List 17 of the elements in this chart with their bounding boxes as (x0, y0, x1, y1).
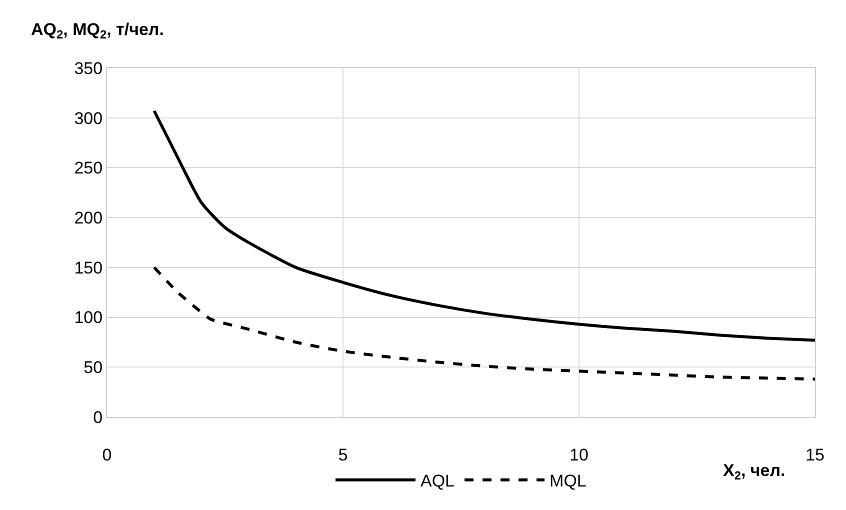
y-tick-label: 350 (74, 58, 103, 78)
x-axis-title: X$_{2}$, чел. (723, 461, 786, 483)
y-tick-label: 200 (74, 208, 103, 228)
y-axis-title: AQ$_{2}$, MQ$_{2}$, т/чел. (31, 20, 164, 42)
y-tick-label: 50 (84, 358, 103, 378)
legend-label: AQL (420, 472, 455, 491)
line-series (152, 266, 815, 381)
y-tick-label: 100 (74, 308, 103, 328)
x-tick-label: 5 (338, 445, 348, 464)
x-tick-label: 10 (570, 445, 588, 464)
y-tick-label: 150 (74, 258, 103, 278)
legend-label: MQL (550, 472, 586, 491)
y-tick-label: 300 (74, 108, 103, 128)
x-tick-label: 15 (806, 445, 824, 464)
y-tick-label: 0 (93, 408, 103, 427)
y-tick-label: 250 (74, 158, 103, 178)
line-series (152, 109, 815, 342)
